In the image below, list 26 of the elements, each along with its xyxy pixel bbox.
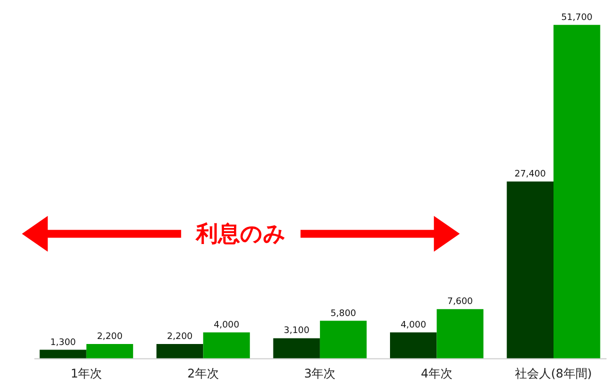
data-label: 2,200 — [96, 332, 123, 342]
bar — [320, 320, 367, 358]
x-tick-label: 2年次 — [187, 366, 219, 381]
data-label: 51,700 — [561, 12, 593, 23]
bar — [436, 309, 484, 358]
bar — [273, 338, 320, 358]
x-tick-label: 社会人(8年間) — [515, 366, 592, 381]
data-label: 4,000 — [400, 320, 426, 330]
bar — [203, 332, 250, 358]
bar — [390, 332, 437, 358]
data-label: 27,400 — [514, 170, 546, 180]
bar — [86, 344, 134, 358]
bar — [506, 182, 554, 358]
bar — [156, 344, 204, 358]
data-label: 1,300 — [50, 338, 76, 348]
x-tick-label: 4年次 — [420, 366, 453, 381]
data-label: 7,600 — [447, 297, 474, 308]
bar — [40, 350, 86, 358]
bar — [554, 24, 600, 358]
annotation: 利息のみ — [194, 222, 286, 247]
data-label: 3,100 — [284, 326, 310, 336]
x-tick-label: 1年次 — [70, 366, 102, 381]
data-label: 4,000 — [214, 320, 240, 330]
data-label: 5,800 — [330, 308, 356, 319]
data-label: 2,200 — [167, 332, 193, 342]
x-tick-label: 3年次 — [304, 366, 336, 381]
